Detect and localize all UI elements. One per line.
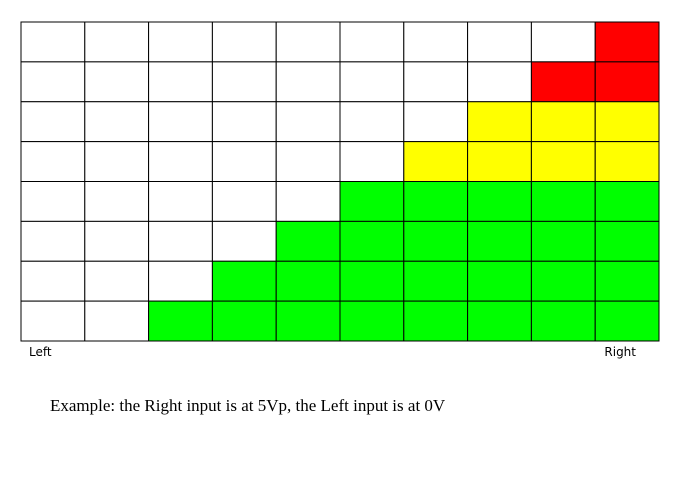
cell: [403, 220, 469, 262]
cell: [403, 260, 469, 302]
cell: [84, 260, 150, 302]
cell: [467, 300, 532, 342]
cell: [211, 21, 277, 63]
left-label: Left: [29, 345, 52, 359]
cell: [530, 220, 596, 262]
cell: [84, 21, 150, 63]
cell: [530, 181, 596, 222]
cell: [275, 141, 341, 182]
cell: [275, 61, 341, 103]
cell: [530, 300, 596, 342]
cell: [211, 300, 277, 342]
cell: [530, 61, 596, 103]
cell: [20, 141, 86, 182]
cell: [20, 181, 86, 222]
led-grid: [20, 21, 660, 342]
cell: [594, 181, 660, 222]
cell: [211, 101, 277, 143]
cell: [20, 61, 86, 103]
cell: [467, 260, 532, 302]
cell: [530, 101, 596, 143]
cell: [467, 21, 532, 63]
cell: [84, 101, 150, 143]
cell: [148, 260, 213, 302]
cell: [403, 101, 469, 143]
cell: [339, 101, 405, 143]
cell: [20, 300, 86, 342]
cell: [530, 21, 596, 63]
cell: [339, 300, 405, 342]
cell: [148, 220, 213, 262]
cell: [148, 61, 213, 103]
cell: [467, 141, 532, 182]
cell: [84, 220, 150, 262]
cell: [211, 181, 277, 222]
cell: [20, 220, 86, 262]
cell: [148, 21, 213, 63]
cell: [403, 181, 469, 222]
cell: [339, 260, 405, 302]
cell: [467, 181, 532, 222]
cell: [403, 61, 469, 103]
cell: [275, 260, 341, 302]
cell: [467, 101, 532, 143]
cell: [403, 21, 469, 63]
cell: [275, 181, 341, 222]
cell: [84, 181, 150, 222]
cell: [594, 21, 660, 63]
cell: [594, 61, 660, 103]
cell: [211, 220, 277, 262]
right-label: Right: [604, 345, 636, 359]
cell: [275, 300, 341, 342]
cell: [275, 101, 341, 143]
cell: [403, 141, 469, 182]
caption: Example: the Right input is at 5Vp, the …: [50, 396, 446, 415]
cell: [467, 220, 532, 262]
cell: [594, 220, 660, 262]
cell: [148, 141, 213, 182]
cell: [339, 220, 405, 262]
cell: [594, 101, 660, 143]
cell: [594, 260, 660, 302]
cell: [211, 61, 277, 103]
cell: [148, 181, 213, 222]
cell: [594, 300, 660, 342]
cell: [84, 61, 150, 103]
cell: [467, 61, 532, 103]
cell: [339, 21, 405, 63]
cell: [84, 300, 150, 342]
cell: [20, 260, 86, 302]
cell: [148, 300, 213, 342]
cell: [530, 141, 596, 182]
cell: [339, 181, 405, 222]
cell: [20, 21, 86, 63]
cell: [594, 141, 660, 182]
cell: [275, 220, 341, 262]
cell: [84, 141, 150, 182]
cell: [211, 260, 277, 302]
cell: [530, 260, 596, 302]
cell: [339, 61, 405, 103]
cell: [339, 141, 405, 182]
cell: [275, 21, 341, 63]
cell: [20, 101, 86, 143]
cell: [148, 101, 213, 143]
cell: [403, 300, 469, 342]
cell: [211, 141, 277, 182]
